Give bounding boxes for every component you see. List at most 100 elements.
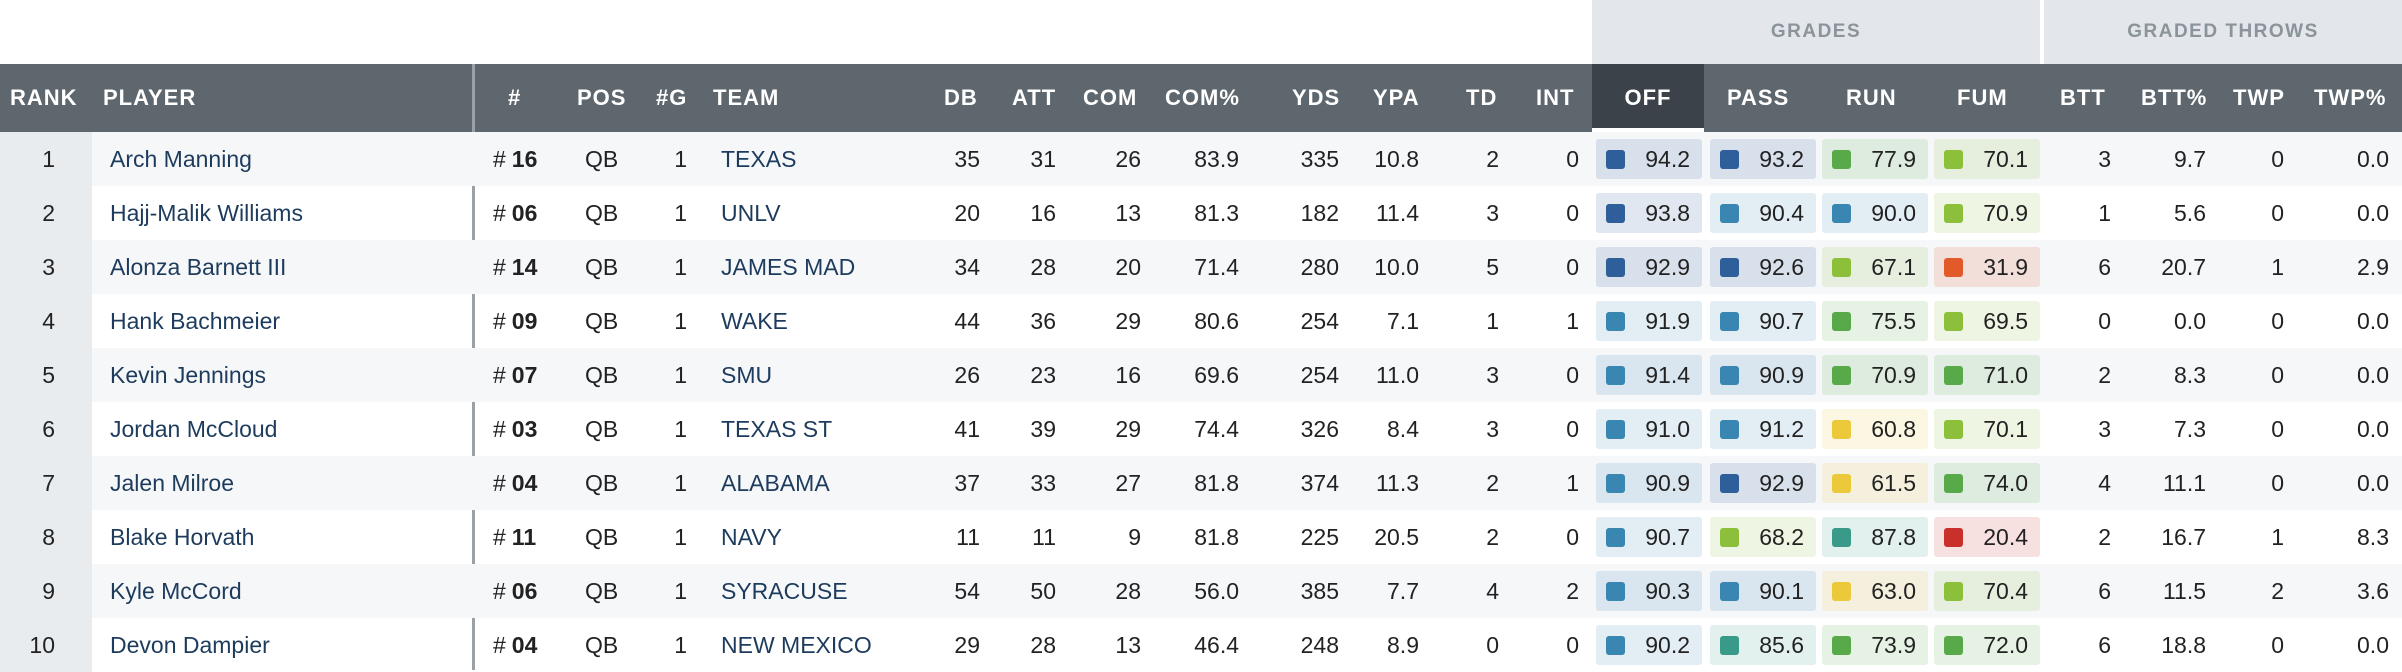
cell-int: 2 <box>1566 577 1579 604</box>
team-link[interactable]: NAVY <box>721 523 782 550</box>
cell-g: 1 <box>674 631 687 658</box>
cell-ypa: 10.8 <box>1374 145 1419 172</box>
jersey-prefix: # <box>493 469 506 496</box>
grade-color-square-icon <box>1720 636 1739 655</box>
grade-color-square-icon <box>1720 150 1739 169</box>
grade-color-square-icon <box>1606 582 1625 601</box>
team-link[interactable]: UNLV <box>721 199 781 226</box>
grade-chip-fum: 74.0 <box>1934 463 2040 503</box>
grade-color-square-icon <box>1832 474 1851 493</box>
player-link[interactable]: Jalen Milroe <box>110 469 234 496</box>
player-link[interactable]: Hajj-Malik Williams <box>110 199 303 226</box>
col-td[interactable]: TD <box>1466 85 1498 110</box>
team-link[interactable]: NEW MEXICO <box>721 631 872 658</box>
col-twp[interactable]: TWP <box>2233 85 2285 110</box>
grade-value: 71.0 <box>1983 361 2028 388</box>
grade-chip-run: 73.9 <box>1822 625 1928 665</box>
cell-g: 1 <box>674 145 687 172</box>
cell-com-pct: 56.0 <box>1194 577 1239 604</box>
cell-yds: 254 <box>1300 307 1339 334</box>
cell-twp: 2 <box>2271 577 2284 604</box>
col-twp-pct[interactable]: TWP% <box>2314 85 2387 110</box>
table-row: 3 1 34 28 20 71.4 280 10.0 5 0 6 20.7 1 2.9 Alonza Bar… <box>0 240 2402 294</box>
player-link[interactable]: Kevin Jennings <box>110 361 266 388</box>
grade-chip-off: 90.7 <box>1596 517 1702 557</box>
cell-int: 0 <box>1566 523 1579 550</box>
col-com[interactable]: COM <box>1083 85 1138 110</box>
grade-value: 74.0 <box>1983 469 2028 496</box>
grade-value: 70.9 <box>1871 361 1916 388</box>
col-com-pct[interactable]: COM% <box>1165 85 1240 110</box>
cell-td: 2 <box>1486 145 1499 172</box>
player-link[interactable]: Alonza Barnett III <box>110 253 287 280</box>
cell-com: 29 <box>1115 307 1141 334</box>
team-link[interactable]: SYRACUSE <box>721 577 848 604</box>
cell-int: 0 <box>1566 253 1579 280</box>
player-link[interactable]: Kyle McCord <box>110 577 242 604</box>
cell-att: 50 <box>1030 577 1056 604</box>
grade-color-square-icon <box>1944 420 1963 439</box>
col-run[interactable]: RUN <box>1846 85 1897 110</box>
team-link[interactable]: TEXAS ST <box>721 415 833 442</box>
cell-rank: 1 <box>42 145 55 172</box>
cell-att: 36 <box>1030 307 1056 334</box>
col-pos[interactable]: POS <box>577 85 627 110</box>
team-link[interactable]: ALABAMA <box>721 469 830 496</box>
cell-jersey-number: #16 <box>493 132 537 186</box>
col-number[interactable]: # <box>508 85 522 110</box>
cell-btt-pct: 11.1 <box>2162 469 2206 496</box>
cell-twp: 0 <box>2271 361 2284 388</box>
cell-jersey-number: #06 <box>493 186 537 240</box>
team-link[interactable]: WAKE <box>721 307 788 334</box>
col-off-sorted[interactable]: OFF <box>1592 64 1704 132</box>
rank-cell-bg <box>0 456 92 510</box>
jersey-prefix: # <box>493 145 506 172</box>
grade-color-square-icon <box>1944 528 1963 547</box>
grade-chip-off: 92.9 <box>1596 247 1702 287</box>
cell-com: 9 <box>1128 523 1141 550</box>
cell-twp: 0 <box>2271 145 2284 172</box>
cell-btt-pct: 8.3 <box>2174 361 2206 388</box>
cell-pos: QB <box>585 253 619 280</box>
grade-chip-off: 90.9 <box>1596 463 1702 503</box>
grade-value: 92.9 <box>1759 469 1804 496</box>
player-link[interactable]: Hank Bachmeier <box>110 307 281 334</box>
col-db[interactable]: DB <box>944 85 978 110</box>
col-pass[interactable]: PASS <box>1727 85 1790 110</box>
player-link[interactable]: Arch Manning <box>110 145 252 172</box>
grade-chip-pass: 85.6 <box>1710 625 1816 665</box>
col-btt-pct[interactable]: BTT% <box>2141 85 2208 110</box>
cell-td: 2 <box>1486 469 1499 496</box>
grade-chip-run: 61.5 <box>1822 463 1928 503</box>
cell-int: 0 <box>1566 415 1579 442</box>
grade-value: 70.1 <box>1983 145 2028 172</box>
col-att[interactable]: ATT <box>1012 85 1057 110</box>
cell-g: 1 <box>674 523 687 550</box>
team-link[interactable]: SMU <box>721 361 773 388</box>
grade-chip-pass: 90.1 <box>1710 571 1816 611</box>
jersey-prefix: # <box>493 415 506 442</box>
cell-rank: 2 <box>42 199 55 226</box>
cell-com: 20 <box>1115 253 1141 280</box>
grade-color-square-icon <box>1944 150 1963 169</box>
team-link[interactable]: TEXAS <box>721 145 797 172</box>
grade-color-square-icon <box>1832 150 1851 169</box>
col-btt[interactable]: BTT <box>2060 85 2106 110</box>
col-fum[interactable]: FUM <box>1957 85 2008 110</box>
team-link[interactable]: JAMES MAD <box>721 253 856 280</box>
grade-value: 90.3 <box>1645 577 1690 604</box>
cell-int: 1 <box>1566 469 1579 496</box>
col-ypa[interactable]: YPA <box>1373 85 1420 110</box>
player-link[interactable]: Devon Dampier <box>110 631 270 658</box>
col-team[interactable]: TEAM <box>713 85 780 110</box>
col-player[interactable]: PLAYER <box>103 85 197 110</box>
player-link[interactable]: Blake Horvath <box>110 523 255 550</box>
grade-chip-fum: 69.5 <box>1934 301 2040 341</box>
col-yds[interactable]: YDS <box>1292 85 1341 110</box>
grade-value: 67.1 <box>1871 253 1916 280</box>
col-games[interactable]: #G <box>656 85 688 110</box>
player-link[interactable]: Jordan McCloud <box>110 415 278 442</box>
col-int[interactable]: INT <box>1536 85 1575 110</box>
jersey-prefix: # <box>493 253 506 280</box>
col-rank[interactable]: RANK <box>10 85 78 110</box>
